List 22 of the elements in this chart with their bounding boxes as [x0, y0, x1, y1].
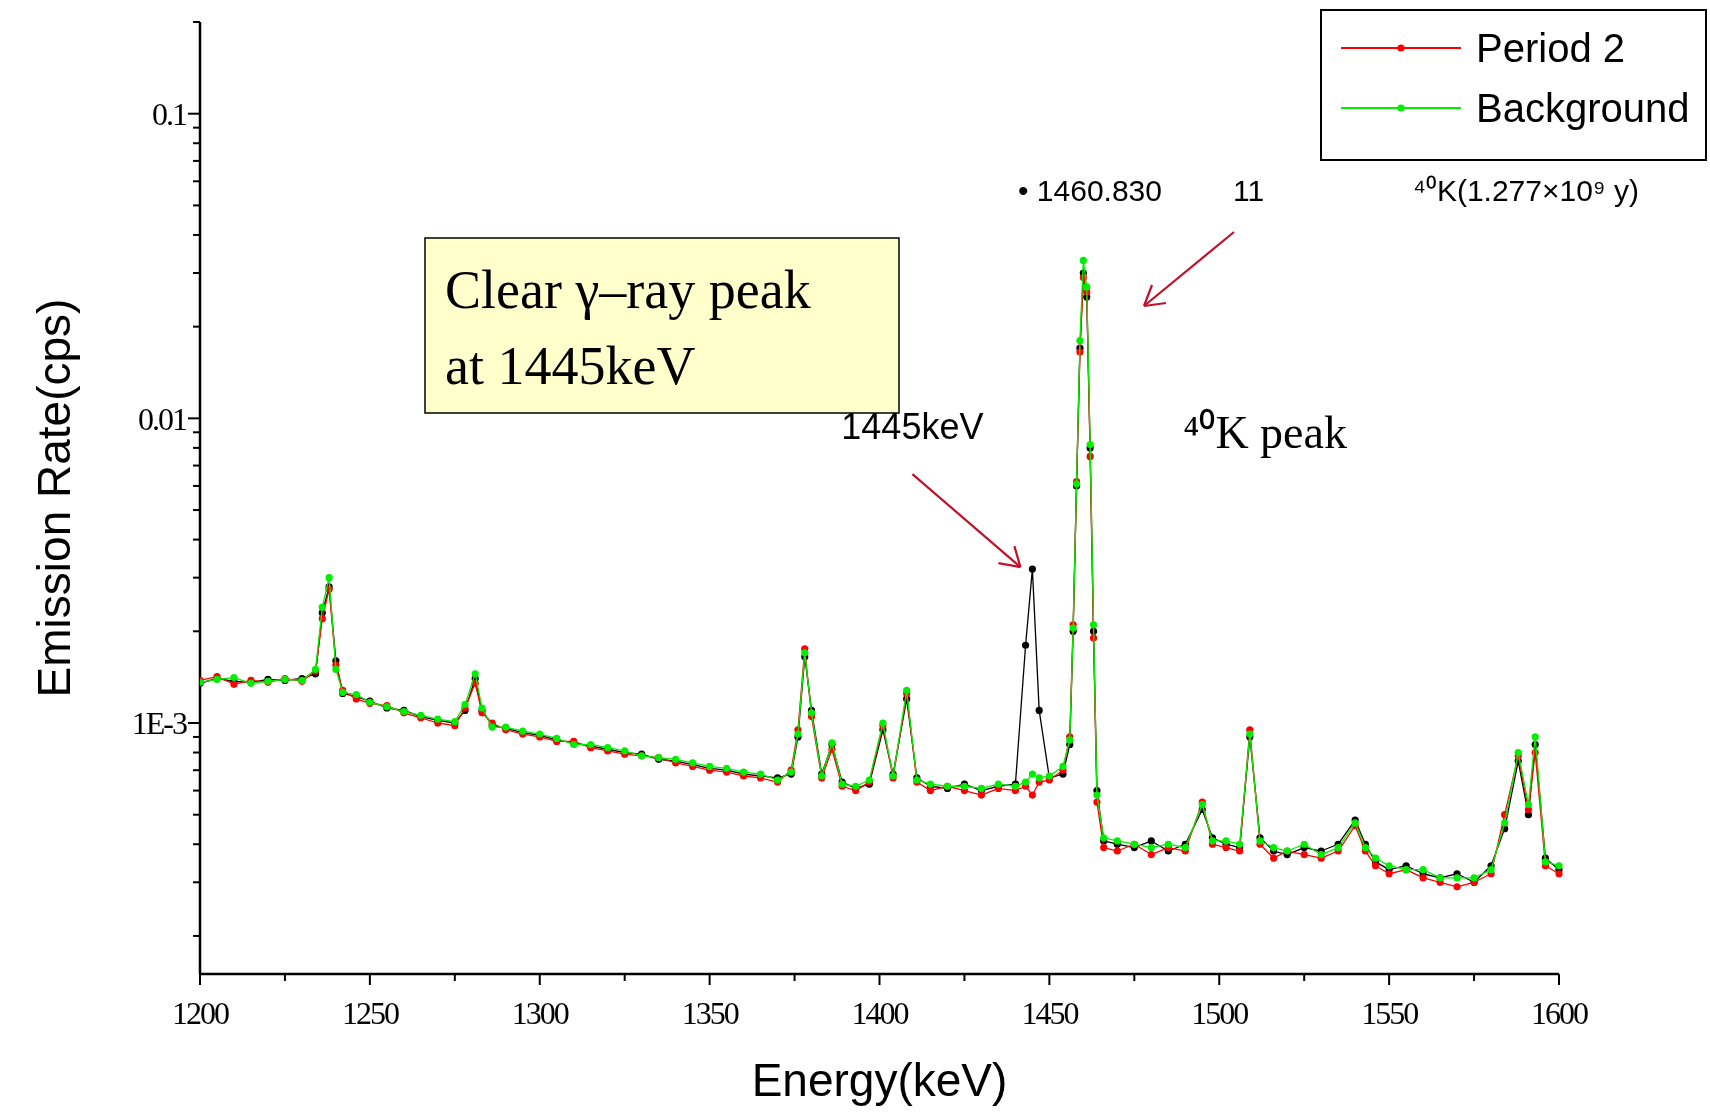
x-tick-label: 1250	[341, 995, 399, 1031]
x-tick-label: 1400	[851, 995, 909, 1031]
annotation: 11	[1233, 174, 1265, 207]
annotation: Clear γ–ray peak at 1445keV	[445, 260, 811, 396]
y-axis-title: Emission Rate(cps)	[28, 298, 80, 698]
x-tick-label: 1500	[1191, 995, 1249, 1031]
legend-label: Background	[1476, 86, 1690, 130]
annotation: ⁴⁰K(1.277×10⁹ y)	[1413, 174, 1640, 207]
x-tick-label: 1350	[681, 995, 739, 1031]
x-tick-label: 1550	[1361, 995, 1419, 1031]
x-tick-label: 1300	[511, 995, 569, 1031]
annotation: 1445keV	[841, 406, 984, 448]
annotation: • 1460.830	[1018, 174, 1162, 207]
x-tick-label: 1450	[1021, 995, 1079, 1031]
x-tick-label: 1600	[1531, 995, 1588, 1031]
y-tick-label: 0.01	[138, 400, 187, 437]
legend-label: Period 2	[1476, 26, 1625, 70]
annotation: ⁴⁰K peak	[1183, 407, 1347, 458]
x-axis-title: Energy(keV)	[751, 1054, 1008, 1106]
y-tick-label: 0.1	[152, 95, 187, 132]
y-tick-label: 1E-3	[131, 705, 187, 742]
x-tick-label: 1200	[172, 995, 229, 1031]
